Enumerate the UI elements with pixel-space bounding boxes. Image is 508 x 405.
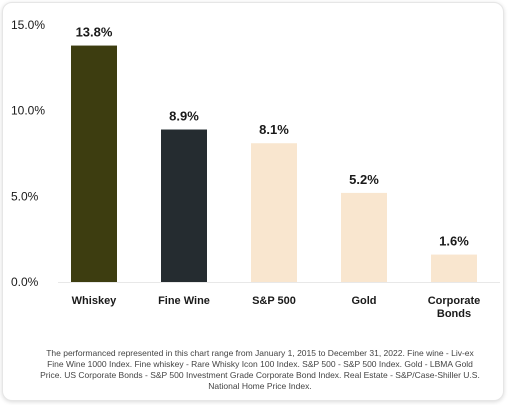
data-label: 5.2% [349, 172, 379, 187]
category-label: Corporate [428, 295, 481, 307]
category-label: Bonds [437, 308, 471, 320]
bar [341, 192, 387, 282]
category-label: Fine Wine [158, 295, 210, 307]
y-tick-label: 5.0% [11, 189, 39, 203]
category-label: Gold [351, 295, 376, 307]
y-tick-label: 15.0% [11, 18, 45, 32]
bar [431, 254, 477, 282]
category-label: S&P 500 [252, 295, 296, 307]
bar [71, 45, 117, 283]
data-label: 1.6% [439, 234, 469, 249]
bar [251, 143, 297, 282]
data-label: 13.8% [76, 25, 113, 40]
y-tick-label: 10.0% [11, 104, 45, 118]
data-label: 8.1% [259, 122, 289, 137]
bar [161, 129, 207, 282]
data-label: 8.9% [169, 109, 199, 124]
y-tick-label: 0.0% [11, 275, 39, 289]
chart-footnote: The performanced represented in this cha… [40, 348, 480, 391]
category-label: Whiskey [72, 295, 118, 307]
